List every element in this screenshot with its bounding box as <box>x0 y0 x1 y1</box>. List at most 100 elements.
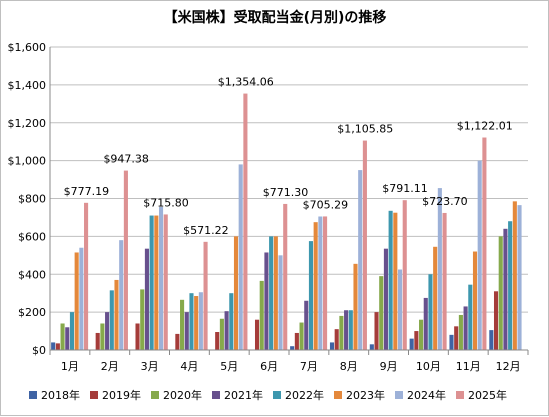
y-tick-label: $200 <box>18 306 46 319</box>
bar <box>180 299 185 350</box>
legend-swatch <box>395 391 403 399</box>
bar <box>433 246 438 350</box>
bar <box>463 306 468 350</box>
data-label: $947.38 <box>103 153 149 166</box>
bar <box>283 203 288 350</box>
bar <box>158 207 164 350</box>
bar <box>254 319 260 350</box>
bar <box>269 236 274 350</box>
bar <box>493 291 499 350</box>
bar <box>374 312 379 350</box>
bar <box>238 164 243 350</box>
bar <box>119 240 124 350</box>
y-tick-label: $600 <box>18 230 46 243</box>
bar <box>69 312 75 350</box>
bar <box>503 228 508 350</box>
bar <box>362 140 367 350</box>
bar <box>482 137 487 350</box>
bar <box>379 276 384 350</box>
bar <box>409 338 414 350</box>
bar <box>290 346 295 350</box>
legend-swatch <box>456 391 464 399</box>
x-tick-label: 1月 <box>61 360 79 373</box>
bar <box>449 334 454 350</box>
bar <box>308 241 314 350</box>
bar <box>259 280 264 350</box>
legend-swatch <box>212 391 220 399</box>
bar <box>149 215 154 350</box>
bar <box>140 289 145 350</box>
bar <box>105 312 110 350</box>
bar <box>383 248 388 350</box>
x-tick-label: 2月 <box>101 360 119 373</box>
x-tick-label: 6月 <box>260 360 278 373</box>
bar <box>74 252 79 350</box>
bar <box>423 297 428 350</box>
bar <box>79 247 84 350</box>
bar <box>517 205 522 350</box>
bar <box>55 343 60 350</box>
bar <box>60 323 65 350</box>
legend: 2018年 2019年 2020年 2021年 2022年 2023年 2024年 2025年 <box>29 388 507 402</box>
data-label: $723.70 <box>422 195 468 208</box>
legend-swatch <box>334 391 342 399</box>
data-label: $1,354.06 <box>218 76 274 89</box>
y-tick-label: $1,200 <box>8 117 47 130</box>
bar <box>294 332 299 350</box>
bar <box>369 344 374 350</box>
bar <box>229 293 234 350</box>
x-tick-label: 7月 <box>300 360 318 373</box>
legend-swatch <box>273 391 281 399</box>
bar <box>489 330 494 350</box>
legend-swatch <box>29 391 37 399</box>
y-tick-label: $1,000 <box>8 155 47 168</box>
bars <box>51 93 522 350</box>
legend-label: 2025年 <box>468 388 507 402</box>
bar <box>468 284 473 350</box>
bar <box>135 323 140 350</box>
bar <box>353 263 358 350</box>
bar <box>454 326 459 350</box>
bar <box>224 311 229 350</box>
bar <box>84 202 89 350</box>
bar <box>299 322 304 350</box>
x-tick-labels: 1月 2月 3月 4月 5月 6月 7月 8月 9月 10月 11月 12月 <box>61 360 521 373</box>
bar <box>95 332 100 350</box>
x-tick-label: 9月 <box>380 360 398 373</box>
data-label: $705.29 <box>303 198 349 211</box>
bar <box>512 201 517 350</box>
bar <box>163 214 168 350</box>
bar <box>397 269 403 350</box>
bar <box>175 333 180 350</box>
data-label: $571.22 <box>183 224 229 237</box>
bar <box>65 327 70 350</box>
bar <box>437 188 442 350</box>
legend-label: 2024年 <box>407 388 446 402</box>
bar <box>123 170 128 350</box>
bar <box>154 215 159 350</box>
data-label: $777.19 <box>64 185 110 198</box>
y-tick-label: $0 <box>32 344 46 357</box>
legend-label: 2023年 <box>346 388 385 402</box>
bar <box>114 279 119 350</box>
bar <box>184 312 189 350</box>
bar <box>344 310 349 350</box>
bar <box>203 241 208 350</box>
bar <box>388 210 393 350</box>
data-label: $1,122.01 <box>457 120 513 133</box>
x-tick-label: 10月 <box>416 360 441 373</box>
legend-swatch <box>151 391 159 399</box>
bar <box>339 315 344 350</box>
data-labels: $777.19 $947.38 $715.80 $571.22 $1,354.06 $77… <box>64 76 513 237</box>
y-tick-label: $800 <box>18 193 46 206</box>
bar <box>51 342 56 350</box>
bar <box>219 318 224 350</box>
bar <box>304 300 309 350</box>
data-label: $715.80 <box>143 196 189 209</box>
bar <box>428 274 433 350</box>
data-label: $791.11 <box>382 182 428 195</box>
bar <box>318 216 323 350</box>
gridlines <box>50 46 528 313</box>
